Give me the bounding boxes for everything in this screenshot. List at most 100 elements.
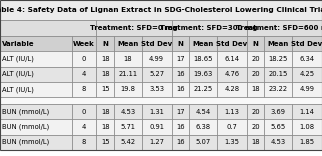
- Bar: [189, 36, 217, 51]
- Bar: [114, 36, 142, 51]
- Bar: [292, 67, 322, 82]
- Text: 3.69: 3.69: [271, 109, 286, 115]
- Bar: [0, 20, 97, 36]
- Bar: [97, 119, 114, 135]
- Text: 4.53: 4.53: [270, 139, 286, 145]
- Bar: [71, 51, 97, 67]
- Text: 4: 4: [82, 124, 86, 130]
- Text: Std Dev: Std Dev: [141, 41, 172, 47]
- Text: 4: 4: [82, 71, 86, 77]
- Text: 1.08: 1.08: [299, 124, 315, 130]
- Text: 20.15: 20.15: [269, 71, 288, 77]
- Text: 3.53: 3.53: [149, 86, 164, 92]
- Text: 1.14: 1.14: [299, 109, 315, 115]
- Text: BUN (mmol/L): BUN (mmol/L): [2, 109, 49, 115]
- Text: 1.35: 1.35: [224, 139, 239, 145]
- Text: 16: 16: [176, 71, 185, 77]
- Text: BUN (mmol/L): BUN (mmol/L): [2, 124, 49, 130]
- Bar: [292, 119, 322, 135]
- Text: 20: 20: [251, 56, 260, 62]
- Bar: [247, 135, 264, 150]
- Bar: [189, 67, 217, 82]
- Bar: [142, 119, 172, 135]
- Bar: [142, 51, 172, 67]
- Text: 20: 20: [251, 71, 260, 77]
- Text: ALT (IU/L): ALT (IU/L): [2, 71, 34, 77]
- Bar: [114, 119, 142, 135]
- Text: 16: 16: [176, 124, 185, 130]
- Text: 4.25: 4.25: [299, 71, 315, 77]
- Bar: [71, 67, 97, 82]
- Text: 18.65: 18.65: [193, 56, 213, 62]
- Bar: [0, 51, 71, 67]
- Bar: [292, 104, 322, 119]
- Text: 18: 18: [101, 109, 109, 115]
- Bar: [189, 135, 217, 150]
- Text: 20: 20: [251, 109, 260, 115]
- Bar: [0, 119, 71, 135]
- Bar: [292, 51, 322, 67]
- Bar: [292, 135, 322, 150]
- Bar: [97, 20, 172, 36]
- Bar: [217, 51, 247, 67]
- Bar: [172, 20, 247, 36]
- Bar: [247, 119, 264, 135]
- Text: 0.7: 0.7: [226, 124, 237, 130]
- Bar: [114, 135, 142, 150]
- Bar: [264, 51, 292, 67]
- Text: 6.34: 6.34: [299, 56, 315, 62]
- Text: 18: 18: [124, 56, 132, 62]
- Text: 4.28: 4.28: [224, 86, 239, 92]
- Text: 5.42: 5.42: [120, 139, 135, 145]
- Text: 18.25: 18.25: [269, 56, 288, 62]
- Text: 0.91: 0.91: [149, 124, 164, 130]
- Text: Week: Week: [73, 41, 95, 47]
- Bar: [71, 104, 97, 119]
- Text: Mean: Mean: [192, 41, 213, 47]
- Bar: [247, 36, 264, 51]
- Bar: [0, 0, 322, 20]
- Text: 18: 18: [251, 86, 260, 92]
- Text: 18: 18: [251, 139, 260, 145]
- Bar: [172, 51, 189, 67]
- Bar: [172, 135, 189, 150]
- Bar: [264, 119, 292, 135]
- Bar: [0, 82, 71, 97]
- Bar: [264, 135, 292, 150]
- Bar: [189, 82, 217, 97]
- Bar: [114, 104, 142, 119]
- Text: 18: 18: [101, 56, 109, 62]
- Bar: [97, 135, 114, 150]
- Text: 15: 15: [101, 139, 109, 145]
- Text: 21.25: 21.25: [194, 86, 213, 92]
- Bar: [97, 67, 114, 82]
- Bar: [0, 67, 71, 82]
- Text: BUN (mmol/L): BUN (mmol/L): [2, 139, 49, 145]
- Text: 18: 18: [101, 124, 109, 130]
- Text: 4.99: 4.99: [149, 56, 164, 62]
- Text: 5.65: 5.65: [270, 124, 286, 130]
- Bar: [142, 104, 172, 119]
- Bar: [114, 67, 142, 82]
- Bar: [97, 51, 114, 67]
- Bar: [264, 104, 292, 119]
- Text: 8: 8: [82, 86, 86, 92]
- Text: 1.13: 1.13: [224, 109, 239, 115]
- Bar: [71, 119, 97, 135]
- Text: 6.38: 6.38: [195, 124, 211, 130]
- Text: 0: 0: [82, 56, 86, 62]
- Bar: [217, 82, 247, 97]
- Text: 8: 8: [82, 139, 86, 145]
- Bar: [292, 36, 322, 51]
- Text: Std Dev: Std Dev: [216, 41, 247, 47]
- Bar: [142, 82, 172, 97]
- Bar: [217, 135, 247, 150]
- Bar: [292, 82, 322, 97]
- Bar: [0, 104, 71, 119]
- Bar: [0, 36, 71, 51]
- Bar: [172, 82, 189, 97]
- Text: 1.85: 1.85: [299, 139, 315, 145]
- Text: 4.76: 4.76: [224, 71, 239, 77]
- Text: 17: 17: [176, 56, 185, 62]
- Text: 19.8: 19.8: [120, 86, 135, 92]
